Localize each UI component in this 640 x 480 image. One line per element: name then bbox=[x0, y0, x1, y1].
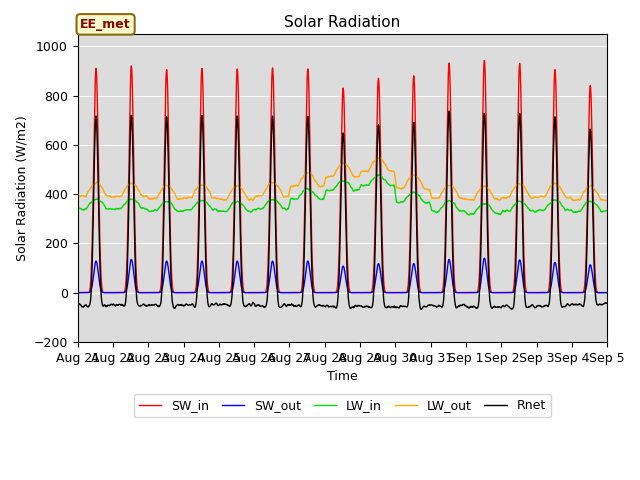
LW_out bbox=[540, 194, 548, 200]
LW_out bbox=[424, 187, 432, 192]
SW_in bbox=[74, 290, 81, 296]
Rnet bbox=[179, 302, 186, 308]
LW_in bbox=[465, 212, 473, 218]
SW_in bbox=[191, 288, 199, 294]
SW_out bbox=[74, 290, 81, 296]
Legend: SW_in, SW_out, LW_in, LW_out, Rnet: SW_in, SW_out, LW_in, LW_out, Rnet bbox=[134, 395, 551, 417]
Y-axis label: Solar Radiation (W/m2): Solar Radiation (W/m2) bbox=[15, 115, 28, 261]
LW_out bbox=[494, 196, 502, 202]
SW_in bbox=[179, 290, 186, 296]
SW_in bbox=[251, 290, 259, 296]
Rnet bbox=[424, 302, 432, 308]
SW_out bbox=[494, 290, 502, 296]
SW_out bbox=[424, 290, 432, 296]
LW_in bbox=[251, 206, 259, 212]
SW_in bbox=[540, 290, 548, 296]
Title: Solar Radiation: Solar Radiation bbox=[284, 15, 401, 30]
SW_in bbox=[481, 58, 488, 63]
LW_out bbox=[251, 195, 259, 201]
SW_out bbox=[191, 289, 199, 295]
Rnet bbox=[494, 304, 502, 310]
LW_out bbox=[179, 196, 186, 202]
LW_in bbox=[424, 199, 432, 205]
Line: SW_in: SW_in bbox=[77, 60, 607, 293]
Rnet bbox=[541, 303, 548, 309]
Line: LW_in: LW_in bbox=[77, 175, 607, 215]
LW_out bbox=[376, 155, 384, 161]
LW_in bbox=[375, 172, 383, 178]
SW_out bbox=[251, 290, 259, 296]
Rnet bbox=[445, 108, 453, 114]
Line: Rnet: Rnet bbox=[77, 111, 607, 309]
LW_in bbox=[179, 208, 186, 214]
Text: EE_met: EE_met bbox=[80, 18, 131, 31]
LW_in bbox=[191, 202, 199, 208]
Rnet bbox=[251, 301, 259, 307]
LW_out bbox=[74, 193, 81, 199]
SW_in bbox=[603, 290, 611, 296]
Rnet bbox=[74, 302, 81, 308]
SW_out bbox=[540, 290, 548, 296]
Line: SW_out: SW_out bbox=[77, 258, 607, 293]
X-axis label: Time: Time bbox=[327, 370, 358, 383]
SW_in bbox=[494, 290, 502, 296]
SW_out bbox=[179, 290, 186, 296]
LW_in bbox=[541, 207, 548, 213]
Rnet bbox=[191, 304, 199, 310]
Rnet bbox=[603, 300, 611, 306]
Line: LW_out: LW_out bbox=[77, 158, 607, 201]
LW_out bbox=[602, 198, 609, 204]
LW_in bbox=[74, 205, 81, 211]
Rnet bbox=[418, 306, 426, 312]
LW_out bbox=[603, 197, 611, 203]
SW_in bbox=[424, 290, 432, 296]
LW_out bbox=[191, 187, 199, 192]
SW_out bbox=[603, 290, 611, 296]
SW_out bbox=[481, 255, 488, 261]
LW_in bbox=[494, 211, 502, 216]
LW_in bbox=[603, 208, 611, 214]
